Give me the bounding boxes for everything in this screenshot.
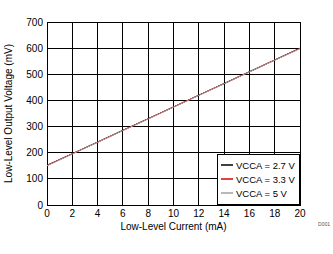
y-tick-label: 700 [26, 17, 43, 28]
y-tick-label: 500 [26, 69, 43, 80]
chart: 024681012141618200100200300400500600700L… [0, 0, 333, 254]
plot-frame [47, 22, 300, 205]
legend-swatch [221, 164, 233, 166]
grid-line [97, 22, 98, 205]
grid [47, 22, 300, 205]
legend-label: VCCA = 5 V [236, 188, 288, 199]
x-tick-label: 18 [269, 208, 281, 219]
x-tick-label: 14 [219, 208, 231, 219]
series-line [47, 48, 300, 165]
y-tick-label: 100 [26, 173, 43, 184]
x-tick-label: 6 [120, 208, 126, 219]
x-tick-label: 10 [168, 208, 180, 219]
grid-line [72, 22, 73, 205]
legend-label: VCCA = 3.3 V [236, 174, 296, 185]
x-tick-label: 12 [193, 208, 205, 219]
grid-line [122, 22, 123, 205]
legend-swatch [221, 178, 233, 180]
y-tick-label: 600 [26, 43, 43, 54]
legend-label: VCCA = 2.7 V [236, 160, 296, 171]
x-tick-label: 16 [244, 208, 256, 219]
grid-line [47, 126, 300, 127]
y-axis-label: Low-Level Output Voltage (mV) [3, 44, 14, 183]
x-tick-label: 20 [294, 208, 306, 219]
lines [47, 48, 300, 166]
figure-id: D001 [318, 221, 330, 227]
grid-line [198, 22, 199, 205]
series-line [47, 48, 300, 165]
series-line [47, 49, 300, 166]
grid-line [148, 22, 149, 205]
x-tick-label: 0 [44, 208, 50, 219]
legend-swatch [221, 192, 233, 194]
grid-line [47, 152, 300, 153]
grid-line [173, 22, 174, 205]
grid-line [47, 100, 300, 101]
x-axis-label: Low-Level Current (mA) [120, 221, 226, 232]
x-tick-label: 4 [95, 208, 101, 219]
x-tick-label: 2 [70, 208, 76, 219]
x-tick-label: 8 [145, 208, 151, 219]
y-tick-label: 0 [37, 200, 43, 211]
grid-line [47, 74, 300, 75]
grid-line [47, 48, 300, 49]
legend: VCCA = 2.7 V VCCA = 3.3 V VCCA = 5 V [217, 154, 299, 204]
y-tick-label: 300 [26, 121, 43, 132]
y-tick-label: 400 [26, 95, 43, 106]
y-tick-label: 200 [26, 147, 43, 158]
legend-box [217, 154, 299, 204]
